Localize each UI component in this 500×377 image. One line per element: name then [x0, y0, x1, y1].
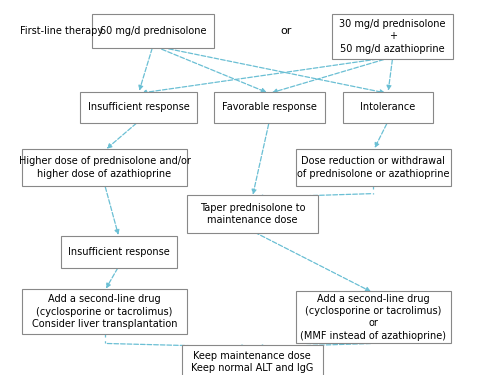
FancyBboxPatch shape — [61, 236, 177, 268]
Text: Insufficient response: Insufficient response — [68, 247, 170, 257]
FancyBboxPatch shape — [296, 291, 451, 343]
Text: 60 mg/d prednisolone: 60 mg/d prednisolone — [100, 26, 206, 36]
FancyBboxPatch shape — [187, 195, 318, 233]
FancyBboxPatch shape — [214, 92, 325, 123]
Text: First-line therapy: First-line therapy — [20, 26, 103, 36]
Text: Insufficient response: Insufficient response — [88, 103, 190, 112]
FancyBboxPatch shape — [343, 92, 432, 123]
Text: Dose reduction or withdrawal
of prednisolone or azathioprine: Dose reduction or withdrawal of predniso… — [297, 156, 450, 179]
Text: Add a second-line drug
(cyclosporine or tacrolimus)
Consider liver transplantati: Add a second-line drug (cyclosporine or … — [32, 294, 178, 329]
FancyBboxPatch shape — [332, 14, 454, 59]
Text: Higher dose of prednisolone and/or
higher dose of azathioprine: Higher dose of prednisolone and/or highe… — [18, 156, 190, 179]
Text: Favorable response: Favorable response — [222, 103, 316, 112]
Text: 30 mg/d prednisolone
+
50 mg/d azathioprine: 30 mg/d prednisolone + 50 mg/d azathiopr… — [340, 19, 446, 54]
Text: Add a second-line drug
(cyclosporine or tacrolimus)
or
(MMF instead of azathiopr: Add a second-line drug (cyclosporine or … — [300, 294, 446, 341]
FancyBboxPatch shape — [80, 92, 196, 123]
FancyBboxPatch shape — [92, 14, 214, 48]
FancyBboxPatch shape — [22, 149, 187, 186]
FancyBboxPatch shape — [296, 149, 451, 186]
Text: Taper prednisolone to
maintenance dose: Taper prednisolone to maintenance dose — [200, 203, 305, 225]
Text: Intolerance: Intolerance — [360, 103, 416, 112]
Text: Keep maintenance dose
Keep normal ALT and IgG: Keep maintenance dose Keep normal ALT an… — [191, 351, 314, 373]
FancyBboxPatch shape — [22, 289, 187, 334]
Text: or: or — [280, 26, 292, 36]
FancyBboxPatch shape — [182, 345, 322, 377]
